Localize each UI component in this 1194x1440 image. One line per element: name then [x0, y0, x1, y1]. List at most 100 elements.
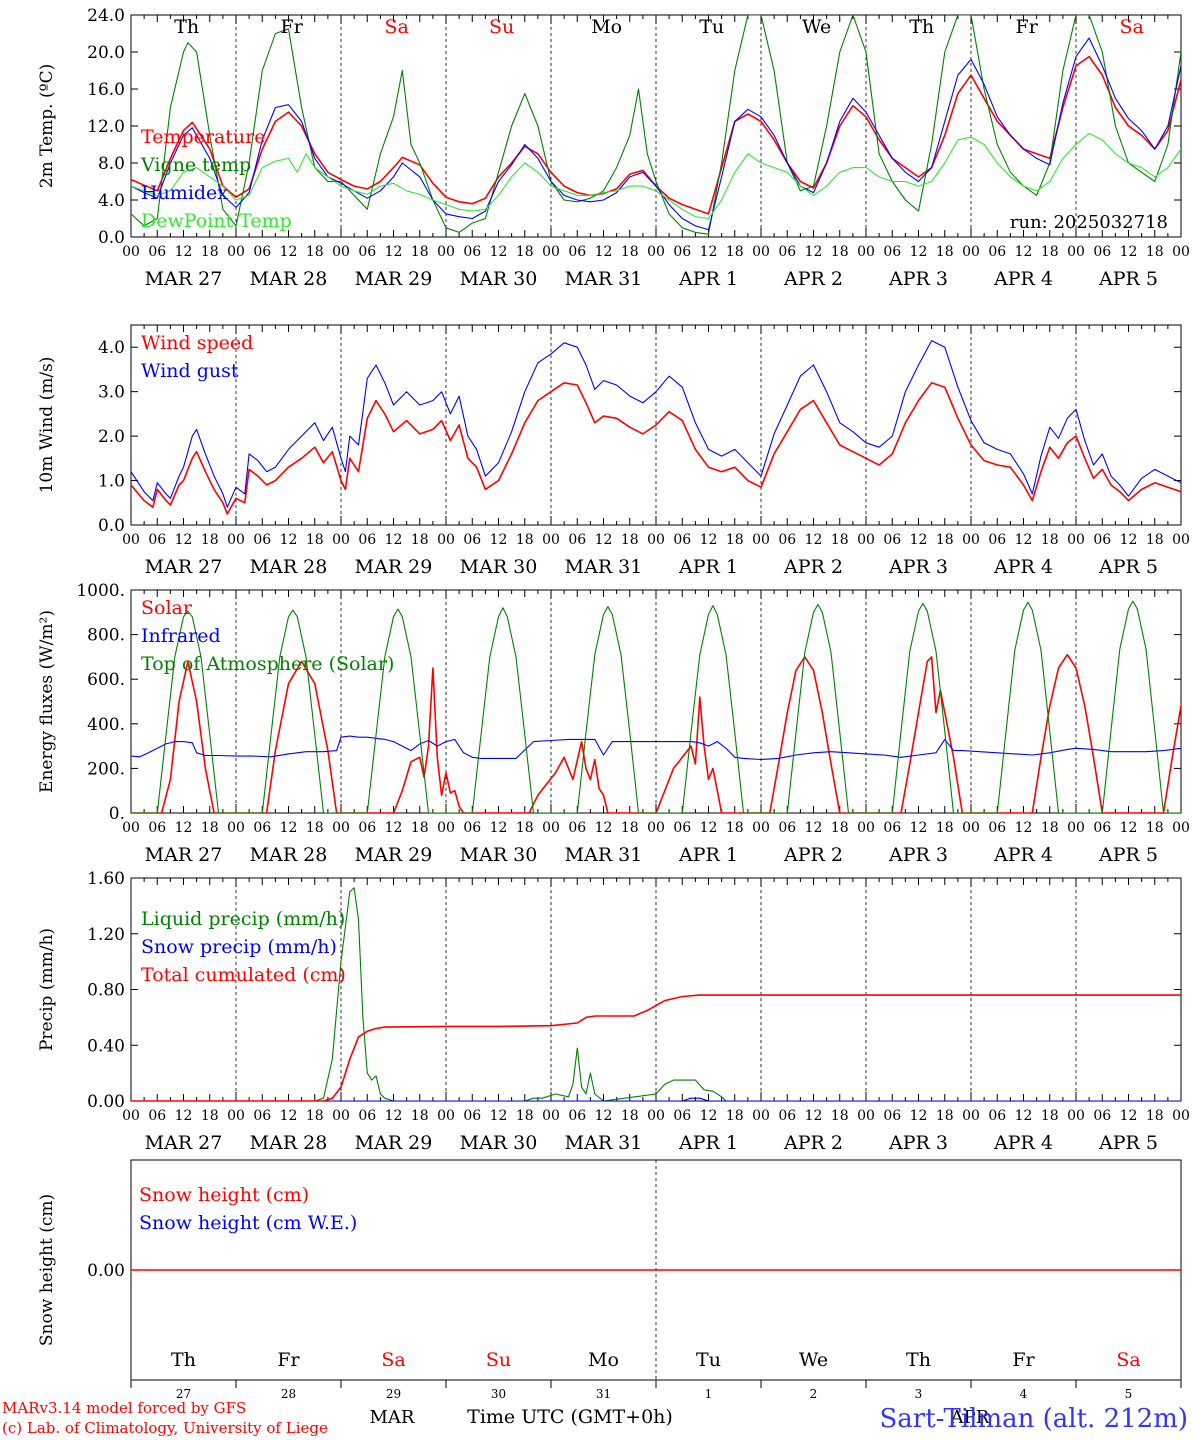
series-line-humidex: [131, 37, 1181, 231]
x-date-label: APR 2: [783, 556, 843, 578]
y-axis-label: Energy fluxes (W/m²): [37, 610, 57, 793]
x-hour-label: 12: [595, 1108, 613, 1124]
day-number-label: 27: [176, 1387, 191, 1401]
run-label: run: 2025032718: [1010, 212, 1168, 233]
x-date-label: MAR 28: [250, 556, 328, 578]
x-hour-label: 18: [621, 532, 639, 548]
x-hour-label: 18: [936, 1108, 954, 1124]
x-hour-label: 06: [988, 244, 1006, 260]
y-tick-label: 4.0: [98, 338, 125, 358]
x-hour-label: 00: [122, 1108, 140, 1124]
x-hour-label: 06: [988, 820, 1006, 836]
legend-entry: Humidex: [141, 182, 228, 204]
weekday-label: Th: [909, 16, 934, 38]
weekday-label: We: [802, 16, 831, 38]
day-number-label: 2: [810, 1387, 818, 1401]
weekday-label: Su: [486, 1349, 511, 1371]
x-hour-label: 00: [1067, 244, 1085, 260]
x-date-label: APR 1: [678, 1132, 738, 1154]
x-hour-label: 00: [857, 532, 875, 548]
y-axis-label: Snow height (cm): [37, 1194, 57, 1346]
y-tick-label: 400.: [87, 715, 125, 735]
legend-entry: DewPoint Temp: [141, 210, 292, 232]
x-hour-label: 18: [306, 820, 324, 836]
x-hour-label: 12: [1120, 532, 1138, 548]
legend-entry: Temperature: [141, 126, 265, 148]
legend-entry: Solar: [141, 597, 193, 619]
x-hour-label: 00: [227, 532, 245, 548]
x-hour-label: 00: [857, 820, 875, 836]
x-hour-label: 06: [883, 532, 901, 548]
x-hour-label: 12: [175, 1108, 193, 1124]
x-hour-label: 12: [175, 244, 193, 260]
month-label-mar: MAR: [370, 1407, 415, 1428]
x-hour-label: 06: [148, 1108, 166, 1124]
x-date-label: MAR 27: [145, 556, 223, 578]
x-hour-label: 00: [227, 820, 245, 836]
x-date-label: MAR 30: [460, 844, 538, 866]
x-hour-label: 12: [700, 820, 718, 836]
x-hour-label: 12: [805, 1108, 823, 1124]
x-hour-label: 00: [752, 244, 770, 260]
x-hour-label: 00: [1172, 820, 1190, 836]
day-number-label: 1: [705, 1387, 713, 1401]
x-hour-label: 00: [647, 244, 665, 260]
x-hour-label: 12: [490, 532, 508, 548]
x-date-label: APR 3: [888, 268, 948, 290]
x-hour-label: 06: [883, 820, 901, 836]
x-date-label: MAR 29: [355, 844, 433, 866]
weekday-label: Sa: [384, 16, 408, 38]
x-hour-label: 18: [201, 244, 219, 260]
month-label-apr: APR: [950, 1407, 990, 1428]
weekday-label: Fr: [1016, 16, 1039, 38]
plot-frame: [130, 589, 1182, 814]
legend-entry: Snow precip (mm/h): [141, 936, 337, 958]
x-date-label: APR 4: [993, 556, 1053, 578]
x-hour-label: 06: [463, 532, 481, 548]
x-hour-label: 00: [857, 244, 875, 260]
weekday-label: We: [799, 1349, 828, 1371]
x-hour-label: 00: [1067, 532, 1085, 548]
y-tick-label: 1.0: [98, 472, 125, 492]
x-hour-label: 18: [936, 820, 954, 836]
x-hour-label: 18: [516, 244, 534, 260]
x-hour-label: 06: [463, 1108, 481, 1124]
legend-entry: Wind gust: [141, 360, 239, 382]
x-hour-label: 06: [673, 532, 691, 548]
weekday-label: Sa: [1116, 1349, 1140, 1371]
lab-credit: (c) Lab. of Climatology, University of L…: [2, 1419, 328, 1437]
weekday-label: Sa: [1119, 16, 1143, 38]
x-hour-label: 18: [1041, 532, 1059, 548]
x-hour-label: 18: [621, 244, 639, 260]
series-line-temperature: [131, 55, 1181, 215]
x-hour-label: 12: [700, 244, 718, 260]
x-hour-label: 06: [358, 820, 376, 836]
weekday-label: Su: [489, 16, 514, 38]
model-credit: MARv3.14 model forced by GFS: [2, 1399, 246, 1417]
x-date-label: APR 2: [783, 268, 843, 290]
x-hour-label: 18: [306, 1108, 324, 1124]
x-hour-label: 06: [673, 244, 691, 260]
x-hour-label: 18: [201, 532, 219, 548]
legend-entry: Liquid precip (mm/h): [141, 908, 345, 930]
x-hour-label: 00: [647, 532, 665, 548]
x-date-label: APR 1: [678, 844, 738, 866]
x-hour-label: 18: [306, 532, 324, 548]
station-label: Sart-Tilman (alt. 212m): [879, 1404, 1188, 1434]
x-hour-label: 12: [910, 244, 928, 260]
y-tick-label: 16.0: [87, 80, 125, 100]
x-hour-label: 06: [1093, 532, 1111, 548]
y-tick-label: 0.00: [87, 1261, 125, 1281]
x-hour-label: 06: [883, 244, 901, 260]
weekday-label: Fr: [281, 16, 304, 38]
x-hour-label: 06: [778, 244, 796, 260]
day-number-label: 29: [386, 1387, 401, 1401]
x-hour-label: 06: [253, 1108, 271, 1124]
x-hour-label: 12: [280, 1108, 298, 1124]
x-date-label: APR 4: [993, 1132, 1053, 1154]
x-hour-label: 18: [1041, 820, 1059, 836]
weekday-label: Fr: [277, 1349, 300, 1371]
x-hour-label: 06: [568, 244, 586, 260]
x-date-label: APR 2: [783, 844, 843, 866]
